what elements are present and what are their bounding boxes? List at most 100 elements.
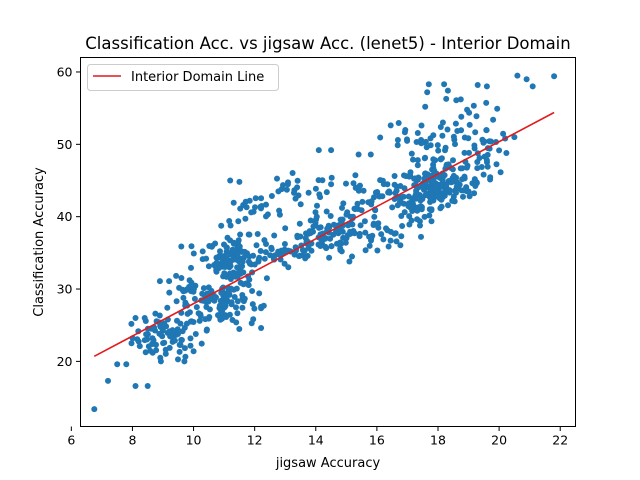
scatter-point — [307, 217, 314, 224]
scatter-point — [387, 122, 394, 129]
scatter-point — [123, 361, 130, 368]
scatter-point — [337, 216, 344, 223]
scatter-point — [231, 294, 238, 300]
scatter-point — [439, 119, 446, 126]
scatter-point — [490, 116, 497, 123]
scatter-point — [312, 209, 319, 216]
scatter-point — [144, 383, 151, 389]
scatter-point — [143, 331, 150, 338]
scatter-point — [400, 193, 407, 200]
scatter-point — [296, 220, 303, 227]
scatter-point — [205, 298, 212, 305]
scatter-point — [206, 306, 213, 313]
scatter-point — [188, 243, 195, 250]
scatter-point — [397, 198, 403, 205]
scatter-point — [392, 190, 399, 197]
scatter-point — [371, 194, 377, 201]
x-axis-ticks: 6 8 10 12 14 16 18 20 22 — [67, 426, 568, 448]
scatter-point — [128, 340, 135, 347]
scatter-point — [445, 202, 451, 209]
scatter-point — [439, 132, 446, 139]
scatter-point — [342, 239, 349, 246]
scatter-point — [401, 209, 408, 216]
scatter-point — [415, 204, 422, 211]
scatter-point — [228, 285, 234, 292]
scatter-point — [425, 81, 432, 88]
scatter-point — [404, 136, 410, 143]
scatter-point — [153, 347, 160, 354]
scatter-point — [450, 157, 456, 164]
scatter-point — [217, 316, 224, 323]
scatter-point — [260, 302, 267, 309]
scatter-point — [186, 309, 193, 316]
scatter-point — [377, 134, 384, 141]
scatter-point — [147, 347, 154, 354]
scatter-point — [173, 298, 180, 305]
x-tick-label: 18 — [430, 433, 446, 448]
scatter-point — [360, 187, 367, 194]
scatter-point — [268, 193, 275, 199]
scatter-point — [227, 263, 234, 269]
scatter-point — [434, 142, 441, 149]
scatter-point — [195, 310, 202, 317]
scatter-point — [223, 292, 230, 299]
scatter-point — [366, 242, 373, 249]
scatter-point — [349, 253, 355, 260]
scatter-point — [222, 264, 229, 270]
scatter-point — [242, 198, 249, 205]
scatter-point — [267, 252, 274, 259]
scatter-point — [306, 228, 313, 235]
scatter-point — [217, 248, 223, 255]
x-tick-label: 20 — [491, 433, 507, 448]
scatter-point — [483, 83, 490, 90]
scatter-point — [441, 172, 448, 179]
scatter-point — [234, 252, 241, 259]
scatter-point — [437, 156, 444, 163]
scatter-point — [178, 275, 185, 281]
scatter-point — [386, 188, 393, 195]
scatter-point — [230, 240, 237, 247]
scatter-point — [271, 232, 278, 239]
scatter-point — [323, 208, 330, 215]
scatter-point — [391, 181, 398, 188]
scatter-point — [444, 87, 451, 94]
scatter-point — [176, 348, 183, 355]
scatter-point — [441, 81, 448, 88]
scatter-point — [473, 113, 480, 120]
scatter-point — [231, 272, 238, 279]
scatter-point — [246, 231, 253, 238]
scatter-point — [205, 263, 212, 270]
scatter-point — [450, 172, 457, 179]
scatter-point — [174, 326, 181, 333]
scatter-point — [406, 213, 413, 220]
scatter-point — [234, 298, 241, 305]
scatter-point — [359, 198, 366, 205]
scatter-point — [153, 341, 159, 348]
scatter-point — [322, 243, 329, 250]
scatter-point — [280, 182, 286, 189]
scatter-point — [493, 161, 500, 168]
scatter-point — [252, 195, 259, 202]
scatter-point — [132, 315, 139, 321]
y-tick-label: 30 — [57, 282, 73, 297]
scatter-point — [397, 183, 404, 189]
scatter-point — [166, 328, 173, 335]
scatter-point — [511, 134, 518, 141]
scatter-point — [391, 173, 398, 179]
scatter-point — [394, 142, 401, 149]
scatter-point — [514, 72, 521, 79]
scatter-point — [179, 328, 186, 335]
scatter-point — [406, 221, 413, 228]
scatter-point — [453, 97, 460, 104]
scatter-point — [418, 122, 425, 129]
scatter-point — [283, 186, 290, 193]
interior-domain-fit-line — [93, 111, 555, 358]
scatter-point — [144, 336, 151, 343]
scatter-point — [299, 247, 306, 253]
scatter-point — [397, 242, 404, 249]
scatter-point — [345, 222, 352, 229]
scatter-point — [328, 174, 335, 181]
scatter-point — [302, 255, 309, 262]
scatter-point — [156, 330, 163, 337]
scatter-point — [177, 320, 184, 327]
